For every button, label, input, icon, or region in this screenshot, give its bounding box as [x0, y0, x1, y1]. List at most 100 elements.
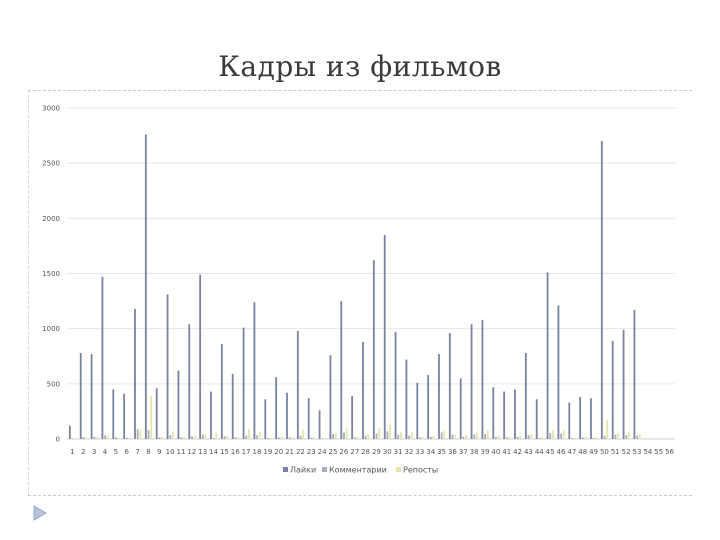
bar-reposts [334, 432, 337, 439]
bar-likes [448, 333, 451, 439]
bar-likes [199, 274, 202, 439]
bar-reposts [606, 420, 609, 439]
x-tick-label: 45 [546, 448, 555, 456]
x-tick-label: 9 [157, 448, 161, 456]
bar-reposts [443, 430, 446, 439]
legend-label: Лайки [290, 466, 316, 475]
x-tick-label: 46 [557, 448, 566, 456]
bar-likes [242, 327, 245, 439]
bar-likes [405, 359, 408, 439]
bar-likes [492, 387, 495, 439]
x-tick-label: 32 [405, 448, 414, 456]
bar-comments [82, 436, 85, 439]
bar-likes [590, 398, 592, 439]
bar-comments [505, 437, 508, 439]
bar-comments [267, 437, 269, 439]
y-tick-label: 1000 [42, 325, 60, 333]
x-tick-label: 33 [415, 448, 424, 456]
bar-reposts [530, 434, 533, 439]
bar-comments [592, 437, 595, 439]
x-tick-label: 49 [589, 448, 598, 456]
grid-lines [67, 107, 675, 440]
x-tick-label: 51 [611, 448, 620, 456]
bar-comments [549, 432, 552, 439]
bar-comments [125, 437, 128, 439]
x-tick-label: 14 [209, 448, 218, 456]
y-tick-label: 2500 [42, 160, 60, 168]
bar-reposts [552, 430, 554, 439]
bar-comments [408, 435, 411, 439]
bar-comments [180, 437, 183, 439]
bar-reposts [454, 434, 457, 439]
x-tick-label: 31 [394, 448, 403, 456]
bar-likes [90, 354, 93, 439]
bar-reposts [117, 437, 120, 439]
bar-comments [234, 437, 237, 439]
x-tick-label: 52 [622, 448, 631, 456]
legend-swatch [396, 467, 401, 472]
x-tick-label: 3 [92, 448, 96, 456]
bar-reposts [182, 436, 185, 439]
x-tick-label: 35 [437, 448, 446, 456]
x-tick-label: 47 [567, 448, 576, 456]
bar-reposts [193, 435, 196, 439]
bar-reposts [595, 436, 598, 439]
bar-reposts [269, 437, 272, 439]
bar-reposts [367, 434, 370, 439]
bar-comments [277, 437, 280, 439]
x-tick-label: 7 [135, 448, 139, 456]
bar-likes [123, 393, 126, 439]
x-tick-label: 44 [535, 448, 544, 456]
bar-reposts [584, 436, 587, 439]
x-tick-label: 17 [242, 448, 251, 456]
bar-reposts [96, 437, 98, 439]
bar-comments [516, 436, 519, 439]
x-tick-label: 56 [665, 448, 674, 456]
bar-reposts [172, 431, 174, 439]
bar-likes [362, 341, 364, 439]
x-tick-label: 54 [643, 448, 652, 456]
bar-comments [158, 437, 161, 439]
bar-comments [560, 433, 563, 439]
bar-reposts [573, 437, 576, 439]
y-tick-label: 1500 [42, 270, 60, 278]
bar-reposts [106, 435, 109, 439]
bar-likes [166, 294, 169, 439]
bar-likes [275, 377, 278, 439]
bar-comments [419, 437, 421, 439]
bar-comments [484, 434, 487, 439]
bar-reposts [519, 435, 522, 439]
legend-swatch [283, 467, 288, 472]
x-tick-label: 26 [339, 448, 348, 456]
bar-likes [383, 234, 386, 439]
bar-reposts [400, 432, 402, 439]
x-tick-label: 39 [481, 448, 490, 456]
y-tick-label: 3000 [42, 105, 60, 113]
bar-reposts [497, 435, 500, 439]
bar-reposts [128, 437, 131, 439]
slide-title: Кадры из фильмов [218, 50, 502, 83]
legend-swatch [322, 467, 327, 472]
bar-comments [571, 437, 573, 439]
bar-comments [538, 437, 541, 439]
bar-comments [603, 435, 606, 439]
x-tick-label: 2 [81, 448, 85, 456]
bar-reposts [161, 436, 164, 439]
bar-likes [264, 399, 267, 439]
y-axis-ticks: 0 500 1000 1500 2000 2500 3000 [42, 105, 60, 444]
bar-reposts [150, 395, 153, 439]
bar-likes [351, 395, 354, 439]
bar-likes [177, 370, 180, 439]
x-tick-label: 34 [426, 448, 435, 456]
x-tick-label: 29 [372, 448, 381, 456]
x-tick-label: 36 [448, 448, 457, 456]
bar-likes [481, 319, 484, 439]
bar-comments [429, 436, 432, 439]
bar-comments [299, 435, 302, 439]
x-tick-label: 8 [146, 448, 150, 456]
bar-reposts [378, 427, 381, 439]
bar-comments [614, 434, 617, 439]
y-tick-label: 2000 [42, 215, 60, 223]
play-arrow-icon[interactable] [33, 505, 47, 521]
bar-reposts [638, 434, 641, 439]
